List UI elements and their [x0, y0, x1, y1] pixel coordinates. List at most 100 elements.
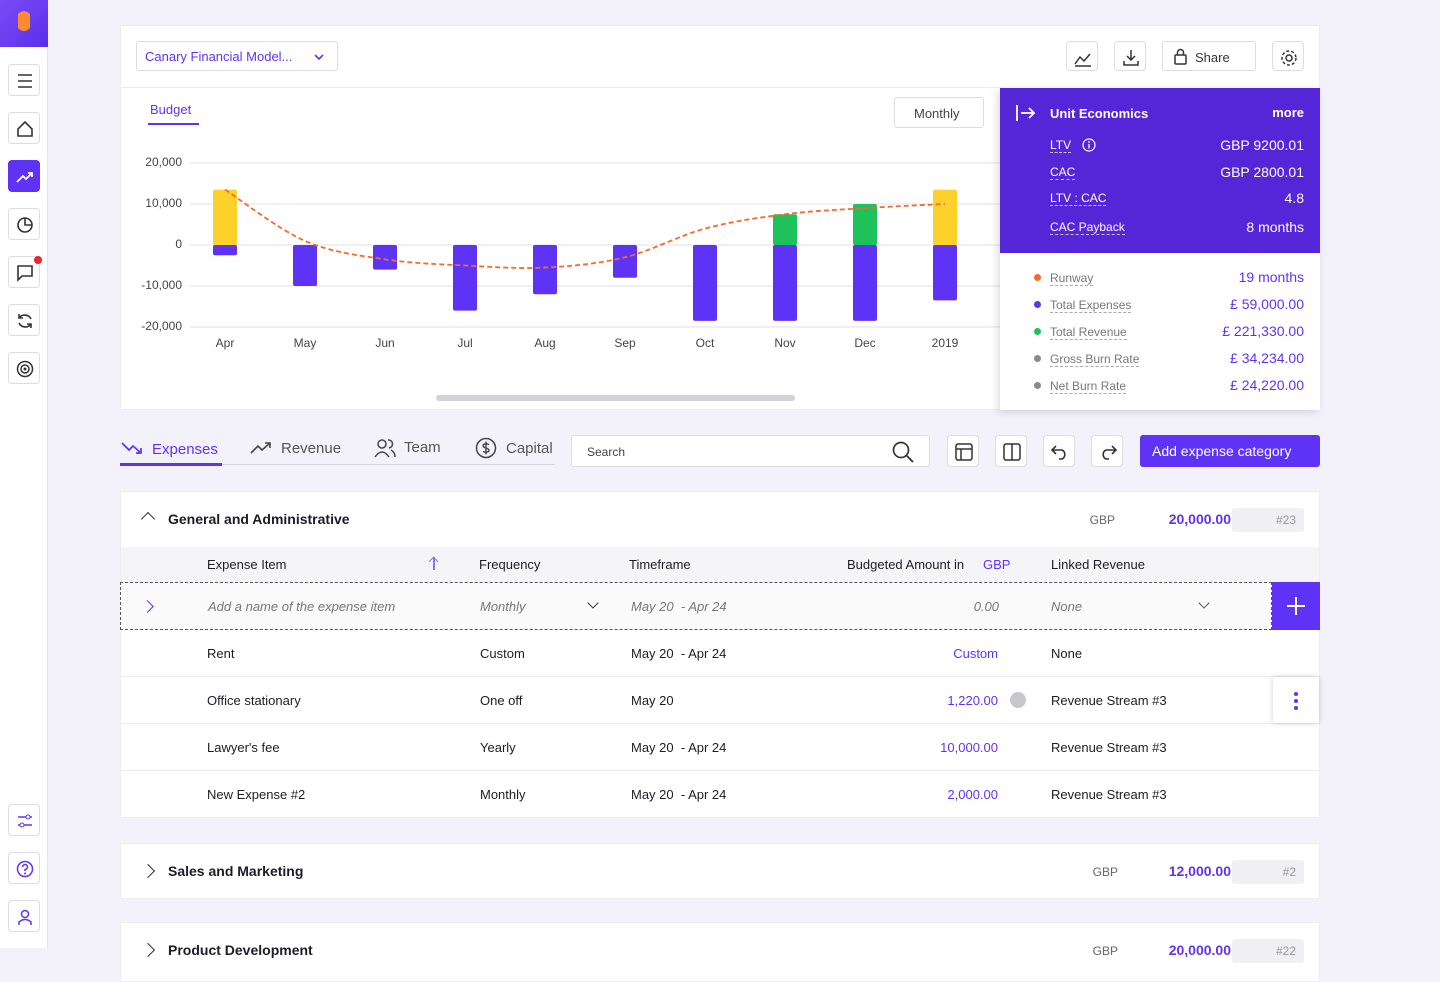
sort-icon-head [428, 556, 439, 567]
split-view-button[interactable] [995, 435, 1027, 467]
section-toggle[interactable] [140, 863, 156, 879]
nav-pie[interactable] [8, 208, 40, 240]
undo-button[interactable] [1043, 435, 1075, 467]
tab-underline [148, 123, 199, 125]
bar [773, 214, 797, 245]
nav-chat[interactable] [8, 256, 40, 288]
metric-label[interactable]: Runway [1050, 271, 1094, 286]
metric-label[interactable]: Total Revenue [1050, 325, 1127, 340]
metric-label[interactable]: Total Expenses [1050, 298, 1132, 313]
nav-chart[interactable] [8, 160, 40, 192]
bar [933, 245, 957, 301]
panel-title: Unit Economics [1050, 106, 1149, 121]
tab[interactable]: Revenue [281, 440, 342, 457]
section-toggle[interactable] [140, 942, 156, 958]
y-tick-label: 20,000 [145, 155, 182, 169]
x-tick-label: Sep [614, 336, 636, 350]
expand-icon[interactable] [141, 600, 154, 613]
table-view-button[interactable] [947, 435, 979, 467]
frequency: Monthly [480, 787, 526, 802]
share-button[interactable]: Share [1162, 41, 1256, 71]
timeframe: May 20 - Apr 24 [631, 646, 727, 661]
divider [121, 87, 1001, 88]
new-name[interactable]: Add a name of the expense item [208, 599, 396, 614]
download-button[interactable] [1114, 41, 1146, 71]
metric-value: £ 24,220.00 [1230, 377, 1304, 393]
frequency: Custom [480, 646, 525, 661]
y-tick-label: -10,000 [141, 278, 182, 292]
logo[interactable] [0, 0, 48, 47]
nav-home[interactable] [8, 112, 40, 144]
scrollbar[interactable] [436, 395, 795, 401]
expense-name: New Expense #2 [207, 787, 306, 802]
section-count: #22 [1232, 939, 1304, 963]
ue-label[interactable]: LTV [1050, 138, 1072, 153]
x-tick-label: Jun [375, 336, 394, 350]
frequency: One off [480, 693, 523, 708]
y-tick-label: 0 [175, 237, 182, 251]
nav-list[interactable] [8, 64, 40, 96]
menu-dot [1294, 699, 1298, 703]
ue-label[interactable]: CAC [1050, 165, 1076, 180]
ue-value: GBP 2800.01 [1220, 164, 1304, 180]
new-linked[interactable]: None [1051, 599, 1083, 614]
period-button[interactable]: Monthly [894, 97, 984, 128]
y-tick-label: 10,000 [145, 196, 182, 210]
nav-help[interactable] [8, 852, 40, 884]
metric-label[interactable]: Gross Burn Rate [1050, 352, 1140, 367]
nav-user[interactable] [8, 900, 40, 932]
metric-label[interactable]: Net Burn Rate [1050, 379, 1127, 394]
section-toggle[interactable] [140, 511, 156, 527]
dropdown-caret [1198, 597, 1210, 609]
expense-name: Lawyer's fee [207, 740, 280, 755]
nav-settings[interactable] [8, 804, 40, 836]
chart-view-button[interactable] [1066, 41, 1098, 71]
redo-button[interactable] [1091, 435, 1123, 467]
tabs-line [120, 464, 555, 465]
logo-icon [18, 11, 30, 31]
tab[interactable]: Team [404, 439, 441, 456]
ue-value: 4.8 [1284, 190, 1304, 206]
section-name: Sales and Marketing [168, 863, 304, 879]
table-row: New Expense #2 Monthly May 20 - Apr 24 2,00… [121, 771, 1319, 818]
tab-active [120, 463, 222, 466]
ue-label[interactable]: LTV : CAC [1050, 191, 1107, 206]
add-category-button[interactable]: Add expense category [1140, 435, 1320, 467]
budget-tab[interactable]: Budget [150, 102, 192, 117]
x-tick-label: Dec [854, 336, 875, 350]
ue-value: 8 months [1246, 219, 1304, 235]
amount: Custom [953, 646, 998, 661]
row-menu[interactable] [1273, 677, 1319, 723]
frequency: Yearly [480, 740, 516, 755]
bar [373, 245, 397, 270]
tab[interactable]: Expenses [152, 441, 218, 458]
column-header: Timeframe [629, 557, 691, 572]
expense-name: Rent [207, 646, 235, 661]
bar [853, 245, 877, 321]
badge [34, 256, 42, 264]
x-tick-label: Apr [216, 336, 235, 350]
tab[interactable]: Capital [506, 440, 553, 457]
nav-target[interactable] [8, 352, 40, 384]
add-row-button[interactable] [1272, 582, 1320, 630]
section-currency: GBP [1092, 865, 1118, 879]
bar [213, 245, 237, 256]
nav-sync[interactable] [8, 304, 40, 336]
more-link[interactable]: more [1272, 105, 1304, 120]
model-dropdown[interactable]: Canary Financial Model... [136, 41, 338, 71]
column-header: Frequency [479, 557, 541, 572]
table-header: Expense Item Frequency Timeframe Budgeted A… [121, 547, 1319, 582]
new-frequency[interactable]: Monthly [480, 599, 526, 614]
new-amount[interactable]: 0.00 [973, 599, 999, 614]
search-box[interactable]: Search [571, 435, 930, 467]
section-count-label: #2 [1282, 865, 1296, 879]
period-label: Monthly [914, 106, 960, 121]
amount: 1,220.00 [947, 693, 998, 708]
new-timeframe[interactable]: May 20 - Apr 24 [631, 599, 727, 614]
timeframe: May 20 [631, 693, 674, 708]
settings-button[interactable] [1272, 41, 1304, 71]
ue-label[interactable]: CAC Payback [1050, 220, 1125, 235]
add-category-label: Add expense category [1152, 443, 1292, 459]
section-card: Product Development GBP 20,000.00 #22 [120, 922, 1320, 982]
amount: 2,000.00 [947, 787, 998, 802]
